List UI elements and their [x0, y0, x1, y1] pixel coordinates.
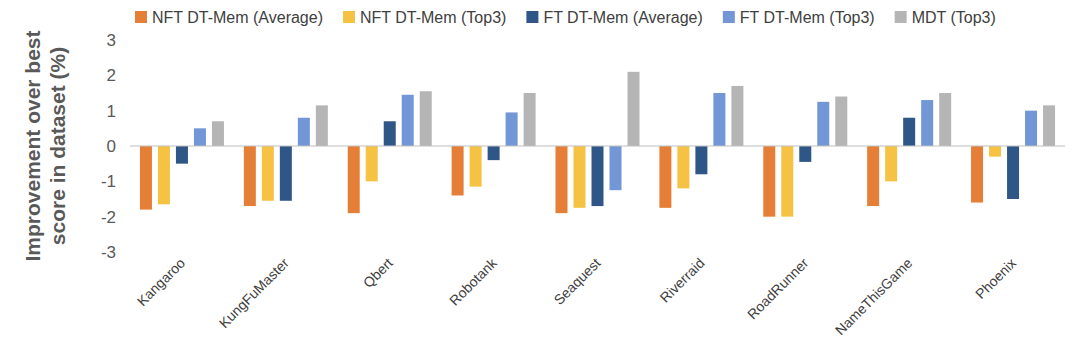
y-tick-label: 3 [107, 31, 116, 50]
bar [628, 72, 640, 146]
bar [921, 100, 933, 146]
bar [867, 146, 879, 206]
bar [885, 146, 897, 181]
bar [1007, 146, 1019, 199]
bar [799, 146, 811, 162]
y-tick-label: -3 [101, 243, 116, 262]
legend-label: FT DT-Mem (Top3) [740, 9, 875, 26]
y-axis-label: Improvement over bestscore in dataset (%… [21, 30, 69, 261]
bar [971, 146, 983, 203]
bar [212, 121, 224, 146]
x-tick-label: Riverraid [657, 255, 708, 306]
legend-swatch [526, 11, 538, 23]
bar [298, 118, 310, 146]
bar [140, 146, 152, 210]
y-tick-label: 2 [107, 66, 116, 85]
y-tick-label: -2 [101, 208, 116, 227]
legend-label: NFT DT-Mem (Average) [152, 9, 323, 26]
bar [452, 146, 464, 195]
bar [402, 95, 414, 146]
bar [835, 97, 847, 146]
bar [989, 146, 1001, 157]
y-axis-label-line: score in dataset (%) [46, 47, 69, 245]
bar [817, 102, 829, 146]
bar [1043, 105, 1055, 146]
legend-swatch [723, 11, 735, 23]
legend-swatch [135, 11, 147, 23]
bar [420, 91, 432, 146]
bar [316, 105, 328, 146]
bar [384, 121, 396, 146]
legend-label: FT DT-Mem (Average) [543, 9, 702, 26]
legend-swatch [343, 11, 355, 23]
bar [176, 146, 188, 164]
y-tick-label: 1 [107, 102, 116, 121]
bar [262, 146, 274, 201]
bar [244, 146, 256, 206]
bar [659, 146, 671, 208]
bar [556, 146, 568, 213]
legend-label: MDT (Top3) [912, 9, 996, 26]
bar [158, 146, 170, 204]
y-axis-label-line: Improvement over best [21, 30, 44, 261]
bar [348, 146, 360, 213]
bar [366, 146, 378, 181]
bar [903, 118, 915, 146]
bar [695, 146, 707, 174]
x-tick-label: NameThisGame [832, 255, 916, 339]
bar [574, 146, 586, 208]
bar [731, 86, 743, 146]
x-tick-label: Kangaroo [134, 255, 188, 309]
bar [280, 146, 292, 201]
legend-label: NFT DT-Mem (Top3) [360, 9, 506, 26]
bar [939, 93, 951, 146]
bar [781, 146, 793, 217]
x-tick-label: Seaquest [550, 255, 603, 308]
bar [524, 93, 536, 146]
bar [592, 146, 604, 206]
y-tick-label: 0 [107, 137, 116, 156]
x-tick-label: Robotank [446, 254, 500, 308]
bars [140, 72, 1055, 217]
x-tick-label: KungFuMaster [216, 255, 292, 331]
bar [677, 146, 689, 188]
x-axis-line [130, 146, 1065, 147]
bar [488, 146, 500, 160]
x-tick-label: Phoenix [972, 255, 1019, 302]
bar [763, 146, 775, 217]
bar [1025, 111, 1037, 146]
bar [470, 146, 482, 187]
bar [610, 146, 622, 190]
x-tick-label: Qbert [360, 255, 396, 291]
legend-swatch [895, 11, 907, 23]
chart: -3 -2 -1 0 1 2 3 Improvement over bestscore in … [0, 0, 1080, 364]
bar [506, 112, 518, 146]
bar [713, 93, 725, 146]
bar [194, 128, 206, 146]
y-tick-label: -1 [101, 172, 116, 191]
x-tick-label: RoadRunner [744, 255, 812, 323]
